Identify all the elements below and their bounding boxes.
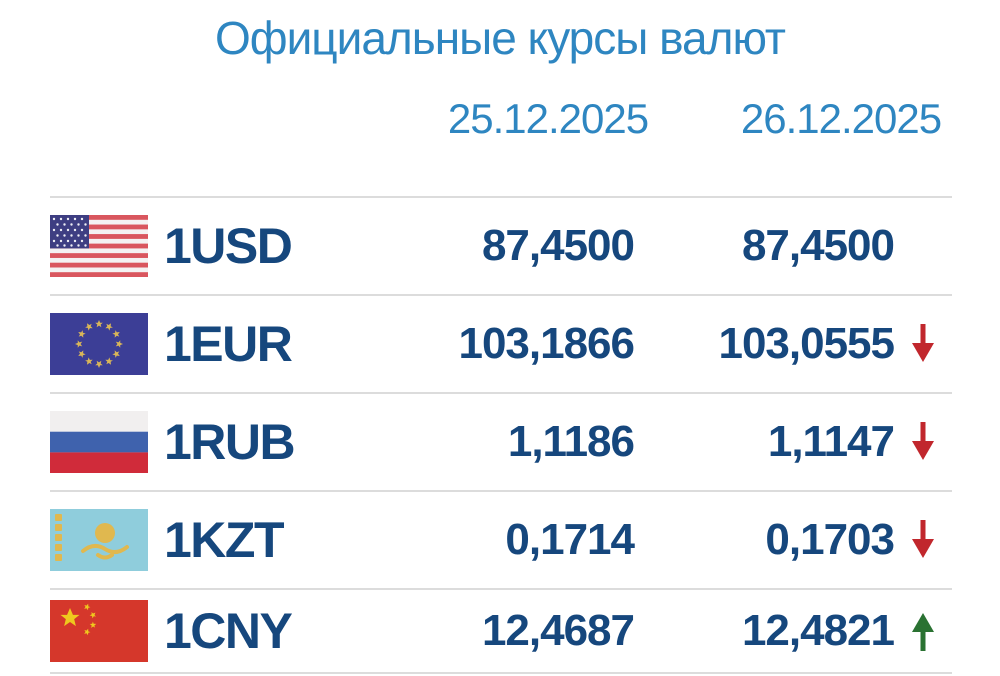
united-states-flag-icon — [50, 215, 148, 277]
date-column-prev: 25.12.2025 — [447, 95, 649, 142]
currency-code: 1CNY — [164, 603, 293, 659]
page-title: Официальные курсы валют — [214, 12, 786, 64]
rate-prev-value: 87,4500 — [481, 221, 635, 270]
rate-row-eur: 1EUR 103,1866 103,0555 — [50, 296, 952, 394]
rate-row-kzt: 1KZT 0,1714 0,1703 — [50, 492, 952, 590]
rate-curr-value: 87,4500 — [741, 221, 895, 270]
rate-row-cny: 1CNY 12,4687 12,4821 — [50, 590, 952, 674]
currency-code: 1USD — [164, 218, 293, 274]
down-arrow-icon — [894, 324, 952, 364]
currency-rates-table: 1USD 87,4500 87,4500 — [50, 196, 952, 674]
currency-code: 1KZT — [164, 512, 285, 568]
rate-curr-value: 12,4821 — [741, 606, 895, 655]
down-arrow-icon — [894, 422, 952, 462]
currency-code: 1RUB — [164, 414, 296, 470]
kazakhstan-flag-icon — [50, 509, 148, 571]
rate-row-usd: 1USD 87,4500 87,4500 — [50, 198, 952, 296]
rate-prev-value: 1,1186 — [507, 417, 635, 466]
rate-row-rub: 1RUB 1,1186 1,1147 — [50, 394, 952, 492]
date-column-curr: 26.12.2025 — [740, 95, 942, 142]
rate-prev-value: 0,1714 — [505, 515, 635, 564]
rate-prev-value: 12,4687 — [481, 606, 635, 655]
up-arrow-icon — [894, 611, 952, 651]
russia-flag-icon — [50, 411, 148, 473]
currency-code: 1EUR — [164, 316, 293, 372]
rate-prev-value: 103,1866 — [458, 319, 635, 368]
rate-curr-value: 1,1147 — [767, 417, 895, 466]
rate-curr-value: 0,1703 — [765, 515, 895, 564]
china-flag-icon — [50, 600, 148, 662]
european-union-flag-icon — [50, 313, 148, 375]
down-arrow-icon — [894, 520, 952, 560]
date-header-row: 25.12.2025 26.12.2025 — [0, 94, 1000, 144]
rate-curr-value: 103,0555 — [718, 319, 895, 368]
